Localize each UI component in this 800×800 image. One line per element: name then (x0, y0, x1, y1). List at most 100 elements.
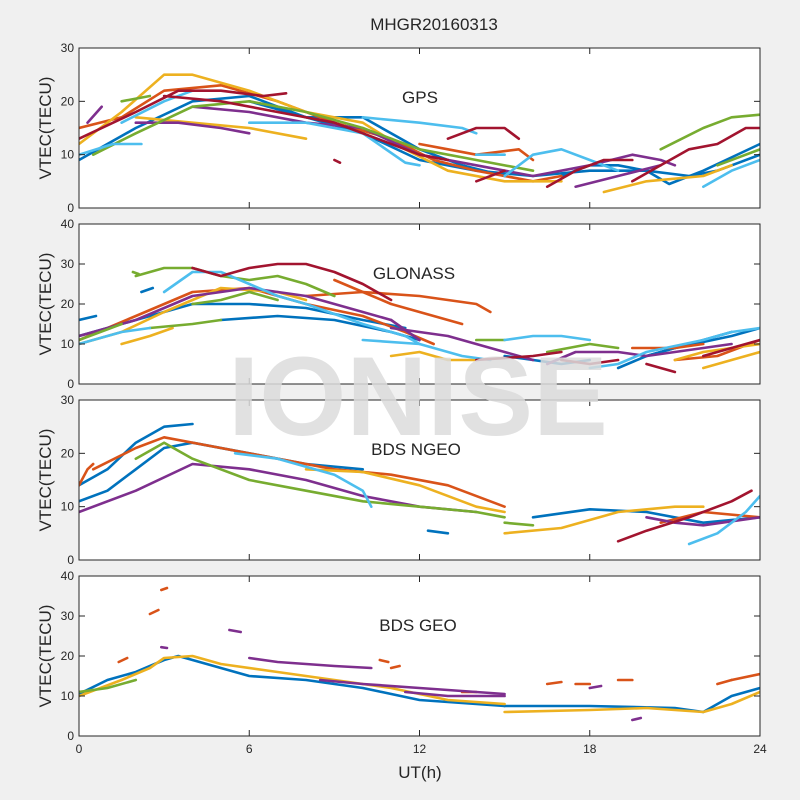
y-tick-label: 40 (61, 569, 75, 583)
series-line-gps-17 (120, 89, 194, 124)
y-tick-label: 20 (61, 649, 75, 663)
series-line-glonass-36 (645, 362, 677, 374)
series-line-bds-ngeo-8 (503, 505, 705, 535)
panel-gps: 0 10 20 30 VTEC(TECU) GPS (36, 41, 761, 215)
y-tick-label: 10 (61, 148, 75, 162)
series-line-glonass-20 (545, 342, 733, 366)
series-line-glonass-32 (588, 326, 760, 370)
series-line-gps-29 (630, 126, 760, 183)
series-line-gps-21 (503, 148, 620, 178)
axes-background (79, 48, 760, 208)
series-line-gps-8 (86, 105, 103, 124)
series-line-bds-geo-21 (588, 684, 603, 690)
series-line-glonass-28 (79, 326, 152, 346)
series-group (79, 422, 760, 546)
series-line-bds-geo-14 (716, 678, 733, 686)
series-line-gps-23 (79, 89, 288, 140)
x-tick-label: 0 (76, 742, 83, 756)
panel-label-bds-geo: BDS GEO (379, 616, 456, 635)
series-line-glonass-37 (701, 338, 760, 358)
series-line-glonass-13 (120, 326, 174, 346)
series-group (79, 73, 760, 194)
series-line-bds-geo-15 (730, 672, 760, 682)
series-line-bds-ngeo-7 (304, 467, 506, 514)
series-line-gps-24 (162, 94, 450, 162)
series-line-gps-26 (446, 126, 521, 140)
series-line-bds-ngeo-3 (531, 507, 760, 525)
series-line-glonass-33 (191, 262, 393, 302)
y-tick-label: 30 (61, 393, 75, 407)
series-line-bds-geo-17 (228, 628, 242, 634)
x-tick-label: 24 (753, 742, 767, 756)
y-axis-label: VTEC(TECU) (36, 253, 55, 356)
series-line-bds-geo-7 (160, 586, 169, 592)
series-line-bds-geo-6 (148, 608, 160, 616)
series-line-bds-ngeo-13 (233, 451, 373, 509)
series-line-glonass-16 (701, 350, 760, 370)
series-line-glonass-21 (79, 322, 123, 342)
series-line-bds-geo-4 (79, 678, 138, 694)
series-line-gps-13 (120, 94, 152, 103)
series-line-bds-geo-11 (545, 680, 563, 686)
y-tick-label: 10 (61, 337, 75, 351)
series-line-bds-geo-18 (248, 656, 373, 670)
series-line-bds-geo-0 (79, 654, 506, 708)
series-line-bds-ngeo-11 (134, 441, 506, 519)
series-line-glonass-10 (630, 342, 705, 350)
series-line-glonass-35 (560, 358, 620, 366)
series-line-gps-15 (716, 148, 760, 167)
series-line-bds-geo-8 (378, 658, 390, 664)
series-line-glonass-24 (148, 318, 223, 330)
panel-label-glonass: GLONASS (373, 264, 455, 283)
series-line-gps-16 (79, 142, 143, 156)
y-tick-label: 20 (61, 94, 75, 108)
series-line-glonass-2 (140, 286, 155, 294)
x-tick-label: 18 (583, 742, 597, 756)
y-tick-label: 20 (61, 297, 75, 311)
series-group (79, 586, 760, 722)
series-line-bds-geo-22 (630, 716, 643, 722)
series-line-bds-geo-20 (403, 690, 506, 698)
x-axis-label: UT(h) (398, 763, 441, 782)
series-line-bds-ngeo-12 (503, 521, 535, 527)
series-line-glonass-9 (333, 278, 464, 326)
series-line-bds-geo-19 (318, 678, 506, 696)
series-line-bds-ngeo-0 (79, 422, 194, 487)
panel-bds-geo: 0 10 20 30 40 0 6 12 18 24 VTEC(TECU) BDS GEO (36, 569, 767, 756)
series-line-bds-ngeo-2 (426, 529, 450, 535)
series-line-bds-ngeo-14 (687, 494, 760, 546)
series-line-gps-27 (474, 169, 506, 183)
y-tick-label: 0 (67, 377, 74, 391)
y-tick-label: 20 (61, 446, 75, 460)
series-line-glonass-1 (79, 314, 98, 322)
series-line-bds-geo-5 (117, 656, 129, 664)
series-line-gps-28 (545, 158, 634, 188)
y-tick-label: 0 (67, 729, 74, 743)
x-tick-label: 12 (413, 742, 427, 756)
panel-label-gps: GPS (402, 88, 438, 107)
series-line-gps-14 (659, 113, 760, 151)
panel-bds-ngeo: 0 10 20 30 VTEC(TECU) BDS NGEO (36, 393, 761, 567)
y-tick-label: 0 (67, 201, 74, 215)
y-tick-label: 10 (61, 689, 75, 703)
series-line-glonass-27 (545, 342, 620, 354)
series-line-glonass-30 (361, 338, 492, 362)
series-line-gps-12 (91, 100, 535, 172)
y-axis-label: VTEC(TECU) (36, 605, 55, 708)
series-line-glonass-22 (131, 270, 140, 276)
panel-glonass: 0 10 20 30 40 VTEC(TECU) GLONASS (36, 217, 761, 391)
panels: 0 10 20 30 VTEC(TECU) GPS 0 10 20 30 40 VTEC(TECU) G… (36, 41, 767, 756)
series-line-gps-25 (333, 158, 342, 164)
series-line-bds-ngeo-15 (616, 489, 753, 543)
y-tick-label: 30 (61, 609, 75, 623)
series-line-glonass-17 (79, 286, 393, 338)
series-line-glonass-34 (474, 350, 563, 362)
y-axis-label: VTEC(TECU) (36, 77, 55, 180)
series-line-glonass-8 (304, 290, 492, 314)
series-line-gps-10 (191, 105, 677, 178)
watermark-text: IONISE (228, 334, 608, 459)
y-tick-label: 40 (61, 217, 75, 231)
series-line-glonass-31 (503, 334, 592, 342)
series-line-glonass-25 (191, 290, 279, 306)
